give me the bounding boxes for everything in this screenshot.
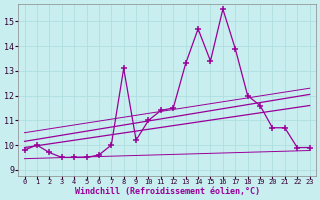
X-axis label: Windchill (Refroidissement éolien,°C): Windchill (Refroidissement éolien,°C) bbox=[75, 187, 260, 196]
